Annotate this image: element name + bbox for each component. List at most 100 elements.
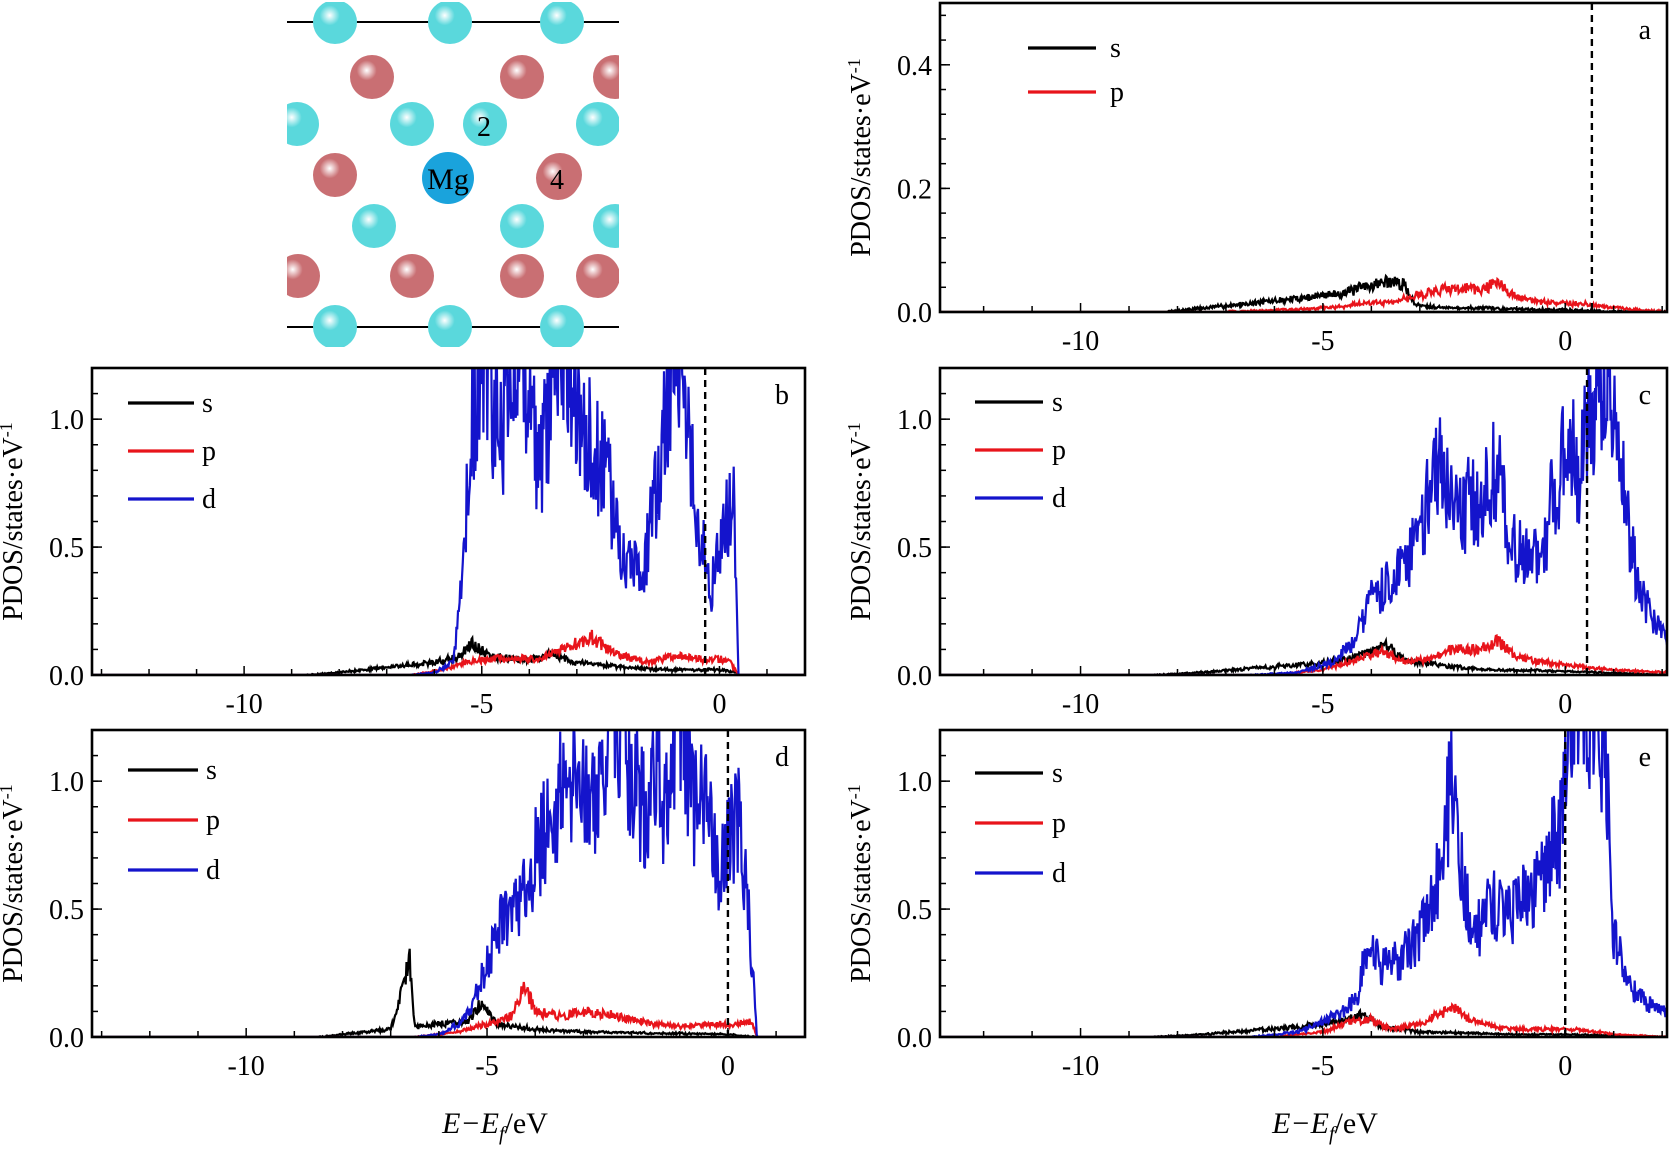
legend-label-p: p <box>1110 77 1124 108</box>
red-atom <box>500 55 544 99</box>
cyan-atom <box>313 2 357 44</box>
cyan-atom <box>540 2 584 44</box>
legend-label-d: d <box>1052 858 1066 889</box>
y-tick-label: 1.0 <box>49 405 84 436</box>
cyan-atom <box>593 204 619 248</box>
legend-label-p: p <box>1052 435 1066 466</box>
legend-label-s: s <box>1052 758 1063 789</box>
y-tick-label: 0.5 <box>897 533 932 564</box>
y-tick-label: 0.0 <box>897 298 932 329</box>
series-line-p <box>940 1001 1667 1037</box>
mg-label: Mg <box>427 163 469 196</box>
legend-label-s: s <box>1110 33 1121 64</box>
legend-label-p: p <box>1052 808 1066 839</box>
panel-label: b <box>775 380 789 411</box>
x-tick-label: 0 <box>1558 689 1572 720</box>
legend-label-s: s <box>1052 387 1063 418</box>
pdos-panel-c: -10 -5 0 0.0 0.5 1.0 PDOS/states·eV-1 c spd <box>844 366 1669 720</box>
x-tick-label: 0 <box>721 1051 735 1082</box>
series-line-d <box>92 730 805 1037</box>
red-atom <box>576 254 619 298</box>
plot-frame <box>938 1 1669 314</box>
y-axis-label: PDOS/states·eV-1 <box>0 422 29 621</box>
mg-atom <box>422 152 474 204</box>
plot-frame <box>90 728 807 1039</box>
y-tick-label: 0.2 <box>897 174 932 205</box>
legend-label-d: d <box>1052 483 1066 514</box>
y-axis-label: PDOS/states·eV-1 <box>0 784 29 983</box>
legend-label-p: p <box>202 436 216 467</box>
y-tick-label: 0.0 <box>49 1023 84 1054</box>
legend-label-p: p <box>206 805 220 836</box>
red-atom <box>593 55 619 99</box>
x-tick-label: -5 <box>470 689 493 720</box>
cyan-atom <box>390 102 434 146</box>
site-2-label: 2 <box>477 112 491 143</box>
cyan-atom <box>313 305 357 347</box>
series-line-s <box>940 273 1667 312</box>
red-atom <box>287 254 320 298</box>
x-tick-label: -10 <box>227 1051 264 1082</box>
y-axis-label: PDOS/states·eV-1 <box>844 422 877 621</box>
series-line-p <box>940 634 1667 675</box>
series-line-s <box>940 636 1667 675</box>
panel-label: e <box>1639 742 1651 773</box>
y-tick-label: 1.0 <box>897 767 932 798</box>
y-tick-label: 0.5 <box>49 533 84 564</box>
x-tick-label: 0 <box>712 689 726 720</box>
cyan-atom <box>287 102 319 146</box>
red-atom <box>350 55 394 99</box>
y-tick-label: 1.0 <box>49 767 84 798</box>
x-axis-label-right: E−Ef/eV <box>1271 1107 1378 1145</box>
series-line-d <box>940 368 1667 675</box>
y-axis-label: PDOS/states·eV-1 <box>844 58 877 257</box>
red-atom-site-4 <box>536 156 580 200</box>
y-tick-label: 0.0 <box>49 661 84 692</box>
cyan-atom <box>463 102 507 146</box>
x-axis-label-left: E−Ef/eV <box>441 1107 548 1145</box>
legend-label-s: s <box>206 755 217 786</box>
y-tick-label: 0.0 <box>897 661 932 692</box>
y-tick-label: 0.0 <box>897 1023 932 1054</box>
x-tick-label: -10 <box>1062 689 1099 720</box>
pdos-panel-e: -10 -5 0 0.0 0.5 1.0 PDOS/states·eV-1 e spd <box>844 728 1669 1082</box>
cyan-atom <box>428 2 472 44</box>
cyan-atom <box>540 305 584 347</box>
cyan-atom <box>500 204 544 248</box>
x-tick-label: -10 <box>225 689 262 720</box>
panel-label: a <box>1639 15 1652 46</box>
legend-label-s: s <box>202 388 213 419</box>
crystal-structure-inset: Mg 2 4 <box>287 2 619 347</box>
y-tick-label: 1.0 <box>897 405 932 436</box>
x-tick-label: -5 <box>475 1051 498 1082</box>
y-tick-label: 0.5 <box>49 895 84 926</box>
x-tick-label: 0 <box>1558 1051 1572 1082</box>
legend-label-d: d <box>206 855 220 886</box>
site-4-label: 4 <box>550 165 564 196</box>
series-line-p <box>940 276 1667 312</box>
red-atom <box>390 254 434 298</box>
series-line-s <box>92 948 805 1037</box>
red-atom <box>500 254 544 298</box>
legend-label-d: d <box>202 484 216 515</box>
cyan-atom <box>428 305 472 347</box>
x-tick-label: -10 <box>1062 326 1099 357</box>
y-tick-label: 0.5 <box>897 895 932 926</box>
x-tick-label: -10 <box>1062 1051 1099 1082</box>
cyan-atom <box>352 204 396 248</box>
y-tick-label: 0.4 <box>897 51 932 82</box>
x-tick-label: -5 <box>1311 326 1334 357</box>
series-line-p <box>92 981 805 1037</box>
y-axis-label: PDOS/states·eV-1 <box>844 784 877 983</box>
series-line-d <box>92 368 805 675</box>
series-line-p <box>92 629 805 675</box>
panel-label: d <box>775 742 789 773</box>
x-tick-label: -5 <box>1311 689 1334 720</box>
x-tick-label: 0 <box>1558 326 1572 357</box>
pdos-panel-a: -10 -5 0 0.0 0.2 0.4 PDOS/states·eV-1 a sp <box>844 1 1669 357</box>
red-atom <box>313 153 357 197</box>
cyan-atom <box>576 102 619 146</box>
panel-label: c <box>1639 380 1651 411</box>
